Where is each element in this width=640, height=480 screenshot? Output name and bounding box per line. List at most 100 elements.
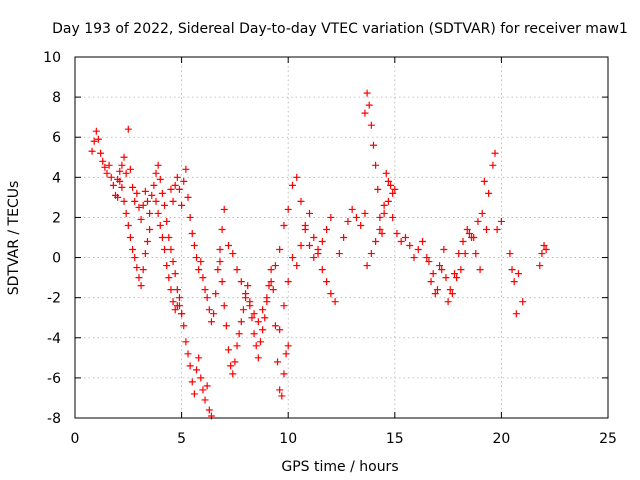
data-point xyxy=(423,254,431,262)
data-point xyxy=(352,213,360,221)
data-point xyxy=(376,213,384,221)
x-tick-label: 0 xyxy=(71,431,80,447)
data-point xyxy=(169,197,177,205)
data-point xyxy=(280,221,288,229)
data-point xyxy=(122,169,130,177)
data-point xyxy=(297,242,305,250)
series-1 xyxy=(88,127,154,290)
y-tick-label: -2 xyxy=(47,291,61,307)
data-point xyxy=(163,262,171,270)
data-point xyxy=(231,358,239,366)
data-point xyxy=(210,310,218,318)
data-point xyxy=(284,278,292,286)
data-point xyxy=(425,258,433,266)
data-point xyxy=(538,250,546,258)
data-point xyxy=(259,306,267,314)
data-point xyxy=(265,282,273,290)
data-point xyxy=(167,185,175,193)
data-point xyxy=(129,183,137,191)
data-point xyxy=(250,330,258,338)
data-point xyxy=(163,217,171,225)
data-point xyxy=(201,286,209,294)
data-point xyxy=(340,234,348,241)
data-point xyxy=(374,185,382,193)
series-8 xyxy=(361,89,399,237)
data-point xyxy=(384,177,392,185)
data-point xyxy=(246,302,254,310)
data-point xyxy=(367,121,375,129)
grid-lines xyxy=(75,57,608,418)
data-point xyxy=(348,205,356,213)
data-point xyxy=(220,302,228,310)
data-point xyxy=(508,266,516,274)
data-point xyxy=(444,298,452,306)
data-point xyxy=(173,173,181,181)
data-point xyxy=(476,266,484,274)
series-11 xyxy=(506,242,550,318)
data-point xyxy=(274,358,282,366)
y-tick-label: -6 xyxy=(47,371,61,387)
data-point xyxy=(327,213,335,221)
data-point xyxy=(137,282,145,290)
data-point xyxy=(237,318,245,326)
data-point xyxy=(242,290,250,298)
data-point xyxy=(450,270,458,278)
data-point xyxy=(167,246,175,254)
data-point xyxy=(259,326,267,334)
data-point xyxy=(141,250,149,258)
data-point xyxy=(288,181,296,189)
y-tick-label: 8 xyxy=(52,90,61,106)
data-point xyxy=(122,209,130,217)
data-point xyxy=(254,354,262,362)
data-point xyxy=(361,109,369,117)
y-axis-label: SDTVAR / TECUs xyxy=(6,181,22,296)
data-point xyxy=(180,177,188,185)
data-point xyxy=(167,286,175,294)
data-point xyxy=(193,366,201,374)
data-point xyxy=(158,234,166,241)
y-tick-label: 2 xyxy=(52,210,61,226)
data-point xyxy=(267,266,275,274)
x-tick-label: 15 xyxy=(386,431,404,447)
data-point xyxy=(267,278,275,286)
data-point xyxy=(212,290,220,298)
data-point xyxy=(391,185,399,193)
data-point xyxy=(310,254,318,262)
data-point xyxy=(252,342,260,350)
data-point xyxy=(203,294,211,302)
data-point xyxy=(493,225,501,233)
data-point xyxy=(429,270,437,278)
plot-frame xyxy=(74,56,609,419)
data-point xyxy=(276,246,284,254)
data-point xyxy=(146,225,154,233)
data-point xyxy=(393,229,401,237)
data-point xyxy=(401,234,409,241)
data-point xyxy=(376,225,384,233)
data-point xyxy=(310,234,318,241)
data-point xyxy=(323,278,331,286)
data-point xyxy=(271,322,279,330)
data-point xyxy=(124,125,132,133)
data-point xyxy=(448,290,456,298)
data-point xyxy=(372,161,380,169)
data-point xyxy=(222,322,230,330)
series-7 xyxy=(276,205,369,334)
data-point xyxy=(248,314,256,322)
data-point xyxy=(237,278,245,286)
data-point xyxy=(389,189,397,197)
data-point xyxy=(446,286,454,294)
data-point xyxy=(90,137,98,145)
data-point xyxy=(482,225,490,233)
data-point xyxy=(88,147,96,155)
data-point xyxy=(271,262,279,270)
data-point xyxy=(178,201,186,209)
data-point xyxy=(510,278,518,286)
data-point xyxy=(542,246,550,254)
data-point xyxy=(235,330,243,338)
data-point xyxy=(94,135,102,143)
data-point xyxy=(188,229,196,237)
data-point xyxy=(233,266,241,274)
data-point xyxy=(175,294,183,302)
data-point xyxy=(284,342,292,350)
data-point xyxy=(327,290,335,298)
